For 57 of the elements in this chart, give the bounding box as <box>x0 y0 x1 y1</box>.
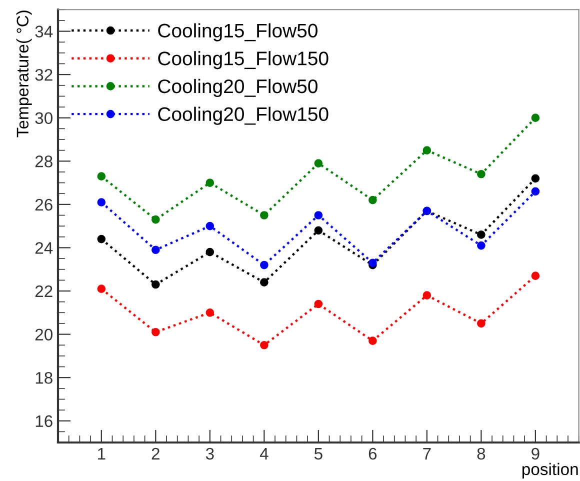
legend-label: Cooling15_Flow150 <box>158 51 328 70</box>
x-tick-label: 8 <box>477 448 486 460</box>
point <box>151 246 160 254</box>
y-tick-label: 26 <box>35 198 52 211</box>
point <box>477 230 486 239</box>
point <box>422 146 432 154</box>
x-tick-label: 4 <box>260 448 268 460</box>
point <box>97 234 106 244</box>
point <box>206 248 214 256</box>
point <box>314 300 323 308</box>
point <box>206 178 214 187</box>
point <box>368 196 377 204</box>
legend-label: Cooling20_Flow150 <box>158 106 328 125</box>
legend-label: Cooling15_Flow50 <box>158 23 318 42</box>
x-tick-label: 3 <box>206 448 214 460</box>
point <box>531 114 540 122</box>
x-tick-label: 2 <box>152 448 160 460</box>
y-tick-label: 18 <box>36 372 52 384</box>
x-tick-label: 6 <box>368 448 377 460</box>
y-tick-label: 32 <box>35 68 52 81</box>
y-tick-label: 20 <box>35 328 52 340</box>
point <box>206 308 214 317</box>
point <box>477 170 486 178</box>
legend-label: Cooling20_Flow50 <box>158 78 318 98</box>
point <box>97 284 106 294</box>
point <box>314 159 323 168</box>
point <box>260 211 268 220</box>
point <box>151 328 160 336</box>
point <box>531 187 540 196</box>
point <box>314 226 323 235</box>
y-tick-label: 22 <box>35 285 52 298</box>
x-axis-title: position <box>522 462 578 478</box>
y-tick-label: 34 <box>35 26 53 38</box>
point <box>260 340 268 350</box>
point <box>97 172 106 180</box>
x-tick-label: 1 <box>98 448 106 460</box>
y-axis-title: Temperature( °C) <box>16 10 32 138</box>
y-tick-label: 28 <box>35 156 52 168</box>
point <box>477 319 486 328</box>
point <box>151 280 160 289</box>
point <box>97 198 106 206</box>
point <box>314 211 323 220</box>
y-tick-label: 16 <box>36 415 52 428</box>
x-tick-label: 5 <box>314 448 322 460</box>
point <box>260 278 268 287</box>
point <box>531 174 540 183</box>
x-tick-label: 9 <box>532 448 540 460</box>
point <box>422 291 432 300</box>
point <box>206 222 214 230</box>
x-tick-label: 7 <box>423 448 431 460</box>
point <box>260 260 268 270</box>
point <box>477 241 486 250</box>
point <box>151 215 160 224</box>
y-tick-label: 30 <box>35 112 52 124</box>
point <box>368 336 377 345</box>
point <box>531 272 540 280</box>
y-tick-label: 24 <box>35 242 53 254</box>
